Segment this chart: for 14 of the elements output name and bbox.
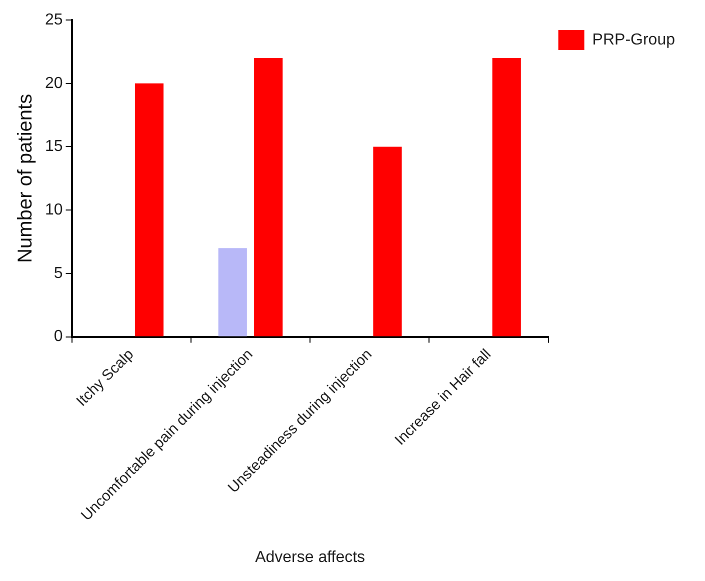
y-axis-title: Number of patients <box>14 94 37 263</box>
legend-label: PRP-Group <box>592 31 676 48</box>
bar <box>492 58 521 336</box>
x-axis-title: Adverse affects <box>255 548 366 566</box>
bar <box>254 58 283 336</box>
y-tick-label: 15 <box>45 138 63 156</box>
y-tick-label: 10 <box>45 201 63 218</box>
y-tick-label: 5 <box>54 264 63 282</box>
y-tick-label: 0 <box>54 328 63 346</box>
y-tick-label: 25 <box>45 11 63 28</box>
bar <box>218 248 247 336</box>
y-tick-label: 20 <box>45 74 63 92</box>
bar <box>134 83 164 336</box>
bar <box>373 146 402 336</box>
